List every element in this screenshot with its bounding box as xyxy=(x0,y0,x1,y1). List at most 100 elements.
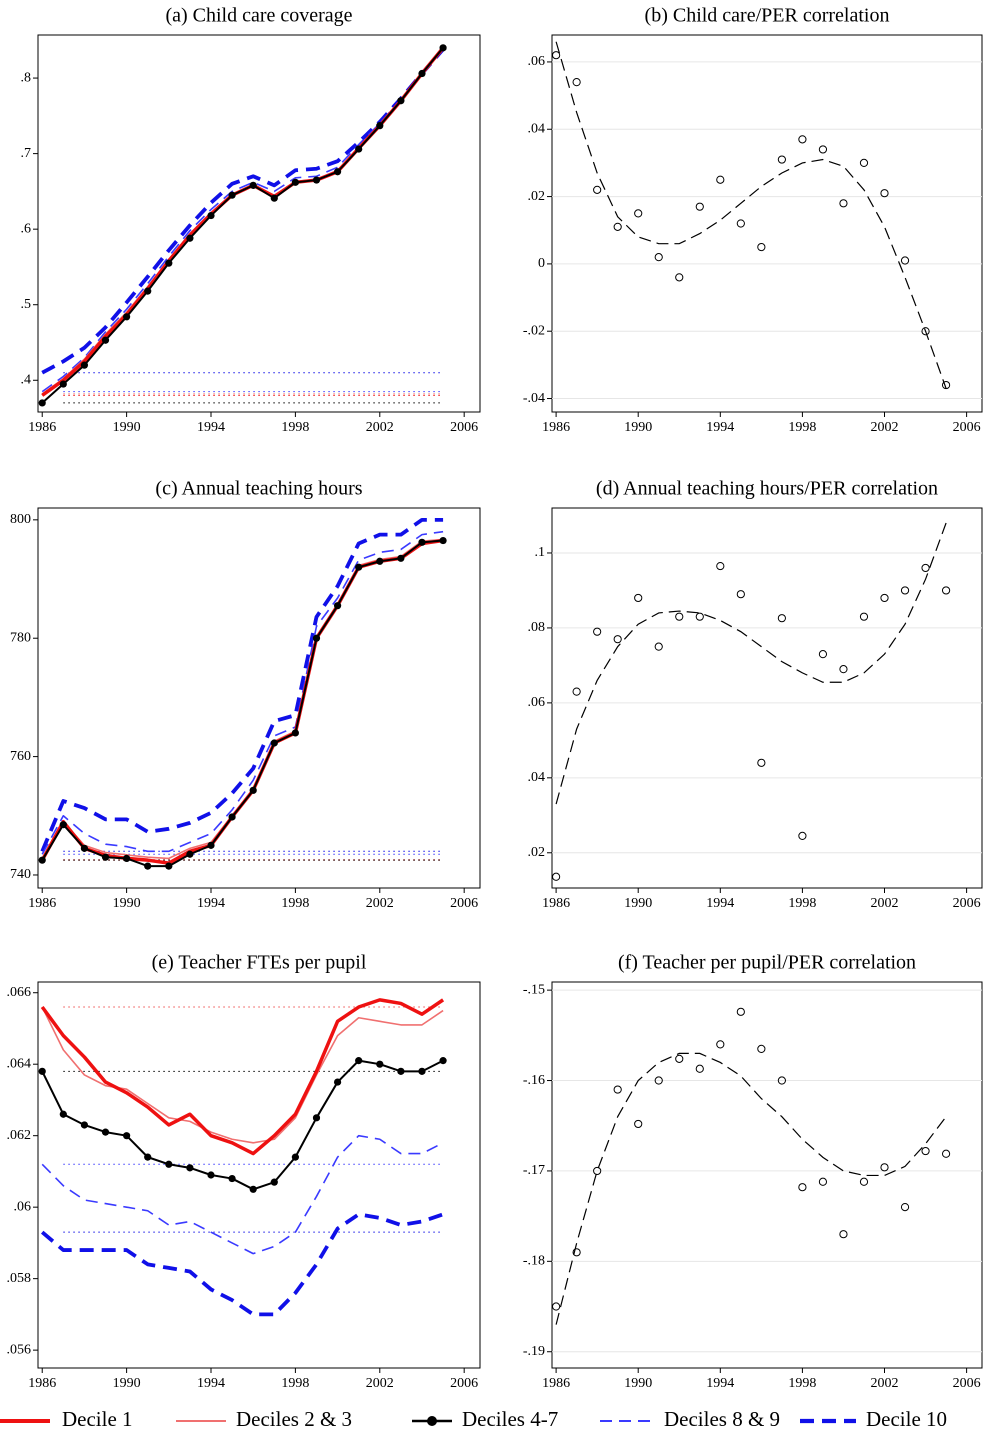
point xyxy=(818,145,828,154)
point xyxy=(228,813,236,821)
point xyxy=(291,1153,299,1161)
x-tick-label: 2006 xyxy=(450,896,478,911)
point xyxy=(333,602,342,610)
x-tick-label: 1998 xyxy=(281,896,309,911)
point xyxy=(101,853,110,861)
point xyxy=(716,561,725,571)
point xyxy=(593,1166,602,1176)
x-tick-label: 1998 xyxy=(281,1376,309,1391)
point xyxy=(144,1153,152,1161)
panel: (a) Child care coverage .4 .5 .6 .7 .8 1986 199… xyxy=(21,5,481,435)
point xyxy=(207,211,215,220)
y-tick-label: .06 xyxy=(528,695,546,710)
point xyxy=(144,287,152,295)
point xyxy=(839,199,848,208)
point xyxy=(101,1128,110,1136)
y-tick-label: -.18 xyxy=(523,1254,545,1269)
legend-label: Deciles 4-7 xyxy=(462,1407,558,1431)
point xyxy=(249,181,257,189)
point xyxy=(921,563,930,573)
point xyxy=(123,313,131,321)
plot-frame xyxy=(37,507,481,889)
x-tick-label: 1990 xyxy=(624,896,652,911)
y-tick-label: .02 xyxy=(528,845,546,860)
point xyxy=(572,78,581,87)
point xyxy=(228,191,236,199)
point xyxy=(552,51,561,60)
point xyxy=(291,178,299,186)
y-tick-label: 740 xyxy=(10,867,31,882)
y-tick-label: .066 xyxy=(7,985,32,1000)
point xyxy=(144,862,152,870)
series-line xyxy=(40,517,444,853)
chart-title: (c) Annual teaching hours xyxy=(155,478,362,500)
y-tick-label: 800 xyxy=(10,512,31,527)
point xyxy=(880,593,889,603)
point xyxy=(439,44,447,52)
point xyxy=(859,158,869,168)
point xyxy=(798,1183,807,1192)
point xyxy=(312,176,321,184)
y-tick-label: .056 xyxy=(7,1342,32,1357)
point xyxy=(880,189,889,198)
series-line xyxy=(41,48,445,375)
y-tick-label: .06 xyxy=(14,1199,32,1214)
chart-title: (e) Teacher FTEs per pupil xyxy=(152,952,367,974)
y-tick-label: 780 xyxy=(10,630,31,645)
series-line xyxy=(41,538,444,860)
point xyxy=(355,145,363,153)
point xyxy=(572,1248,581,1257)
plot-frame xyxy=(37,981,481,1369)
point xyxy=(38,1067,46,1075)
panel: (e) Teacher FTEs per pupil .056 .058 .06 .06… xyxy=(7,952,481,1391)
y-tick-label: .5 xyxy=(21,297,32,312)
point xyxy=(695,1064,704,1073)
x-tick-label: 1990 xyxy=(113,420,141,435)
series-line xyxy=(40,538,444,865)
point xyxy=(839,1230,848,1239)
point xyxy=(355,563,363,571)
point xyxy=(941,586,951,595)
point xyxy=(900,586,910,595)
point xyxy=(941,380,951,390)
x-tick-label: 1986 xyxy=(542,896,570,911)
point xyxy=(859,612,869,621)
x-tick-label: 1990 xyxy=(624,420,652,435)
plot-frame xyxy=(37,34,481,413)
point xyxy=(777,155,786,164)
point xyxy=(59,380,67,388)
point xyxy=(123,1132,131,1140)
point xyxy=(654,1076,663,1085)
point xyxy=(695,202,704,211)
x-tick-label: 1994 xyxy=(706,1376,734,1391)
point xyxy=(921,1146,930,1156)
point xyxy=(818,650,828,659)
point xyxy=(376,1060,384,1068)
point xyxy=(777,614,786,623)
panel: (d) Annual teaching hours/PER correlatio… xyxy=(528,478,983,911)
x-tick-label: 1998 xyxy=(788,1376,816,1391)
point xyxy=(736,1007,745,1016)
legend-label: Deciles 8 & 9 xyxy=(664,1407,780,1431)
point xyxy=(291,729,299,737)
point xyxy=(880,1163,889,1172)
x-tick-label: 1986 xyxy=(28,1376,56,1391)
y-tick-label: -.04 xyxy=(523,391,545,406)
point xyxy=(716,175,725,184)
point xyxy=(101,336,110,344)
point xyxy=(839,665,848,674)
x-tick-label: 1994 xyxy=(197,1376,225,1391)
point xyxy=(675,1054,684,1063)
legend-label: Deciles 2 & 3 xyxy=(236,1407,352,1431)
point xyxy=(38,399,46,407)
point xyxy=(376,122,384,130)
point xyxy=(38,856,46,864)
y-tick-label: .6 xyxy=(21,221,32,236)
point xyxy=(695,612,704,621)
point xyxy=(736,219,745,228)
point xyxy=(80,844,89,852)
legend: Decile 1 Deciles 2 & 3 Deciles 4-7 Deciles … xyxy=(0,1407,947,1431)
x-tick-label: 2002 xyxy=(366,420,394,435)
legend-label: Decile 10 xyxy=(866,1407,947,1431)
